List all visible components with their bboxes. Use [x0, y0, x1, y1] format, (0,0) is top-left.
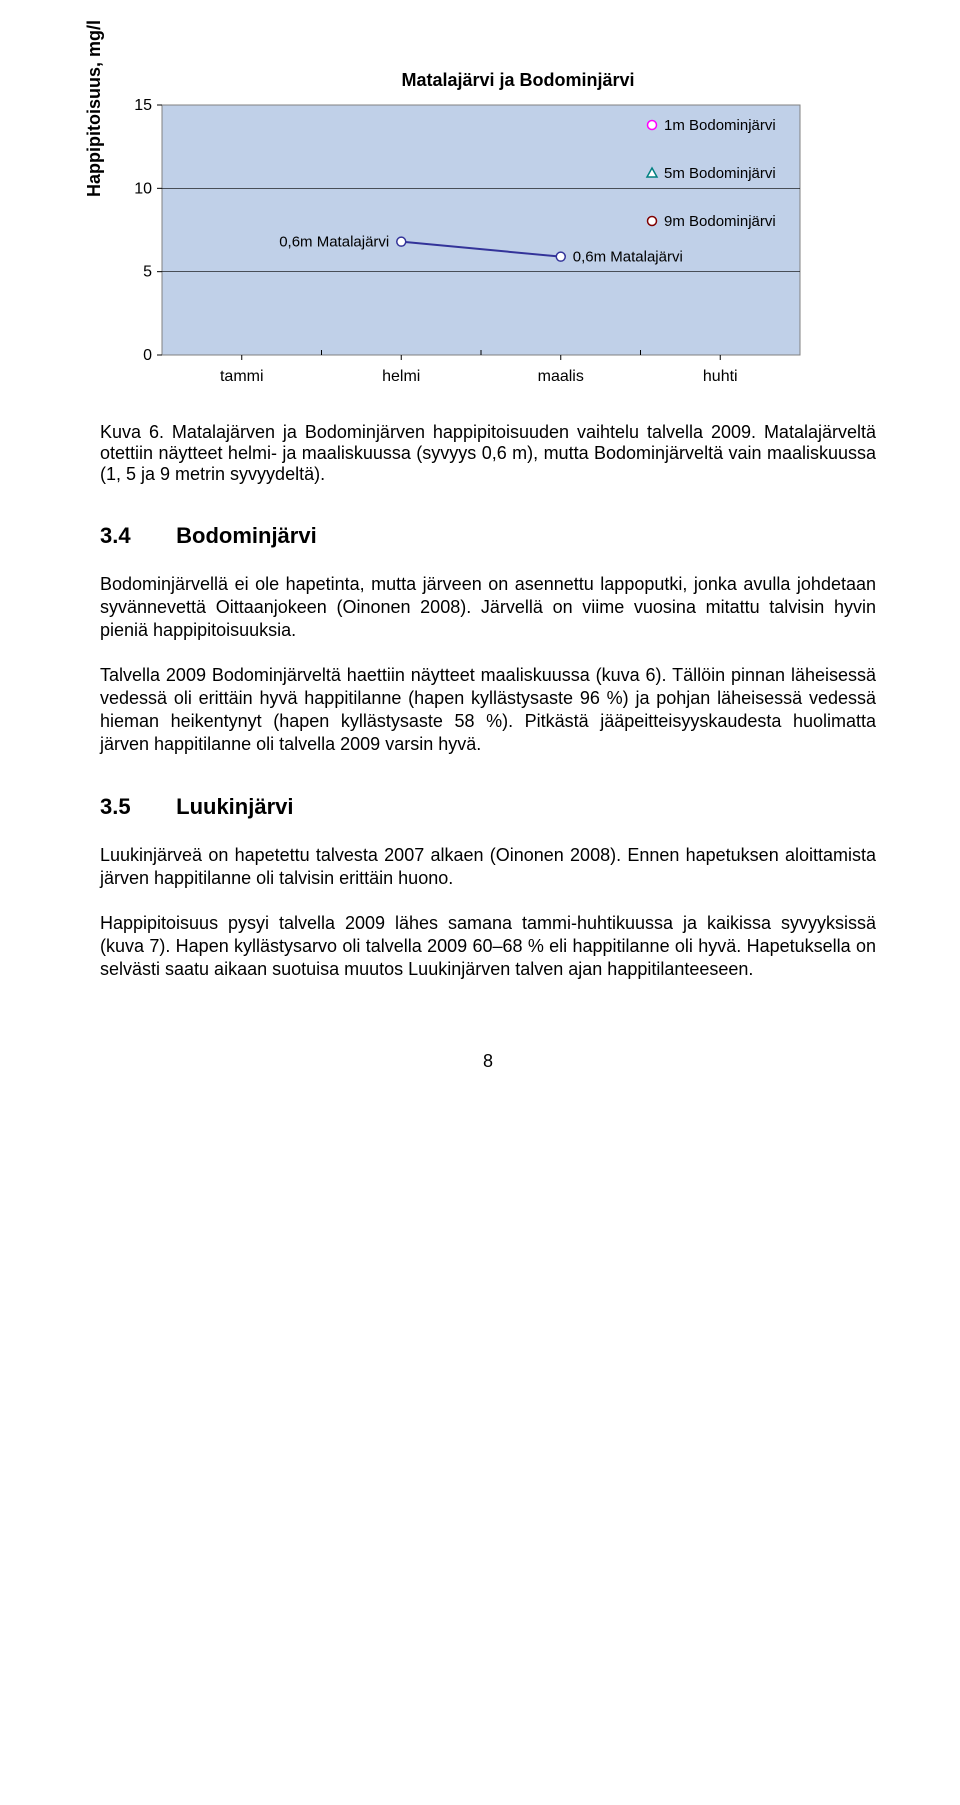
- chart-title: Matalajärvi ja Bodominjärvi: [160, 70, 876, 91]
- body-paragraph: Talvella 2009 Bodominjärveltä haettiin n…: [100, 664, 876, 756]
- svg-text:0,6m Matalajärvi: 0,6m Matalajärvi: [573, 249, 683, 266]
- section-number: 3.5: [100, 794, 170, 820]
- figure-caption: Kuva 6. Matalajärven ja Bodominjärven ha…: [100, 422, 876, 485]
- svg-text:0: 0: [143, 347, 152, 364]
- chart-container: Matalajärvi ja Bodominjärvi Happipitoisu…: [100, 70, 876, 402]
- section-heading-3-5: 3.5 Luukinjärvi: [100, 794, 876, 820]
- body-paragraph: Happipitoisuus pysyi talvella 2009 lähes…: [100, 912, 876, 981]
- svg-text:0,6m Matalajärvi: 0,6m Matalajärvi: [279, 234, 389, 251]
- svg-text:9m Bodominjärvi: 9m Bodominjärvi: [664, 213, 776, 230]
- body-paragraph: Luukinjärveä on hapetettu talvesta 2007 …: [100, 844, 876, 890]
- svg-text:1m Bodominjärvi: 1m Bodominjärvi: [664, 117, 776, 134]
- line-chart: 0 5 10 15 tammi helmi maalis huhti 1m Bodominjär…: [100, 97, 820, 397]
- section-title: Bodominjärvi: [176, 523, 317, 548]
- svg-text:5: 5: [143, 264, 152, 281]
- section-heading-3-4: 3.4 Bodominjärvi: [100, 523, 876, 549]
- page-number: 8: [100, 1051, 876, 1072]
- body-paragraph: Bodominjärvellä ei ole hapetinta, mutta …: [100, 573, 876, 642]
- chart-y-axis-label: Happipitoisuus, mg/l: [84, 20, 105, 197]
- svg-text:10: 10: [134, 180, 152, 197]
- svg-text:5m Bodominjärvi: 5m Bodominjärvi: [664, 165, 776, 182]
- svg-text:huhti: huhti: [703, 368, 738, 385]
- section-title: Luukinjärvi: [176, 794, 293, 819]
- svg-text:maalis: maalis: [538, 368, 584, 385]
- svg-text:tammi: tammi: [220, 368, 264, 385]
- section-number: 3.4: [100, 523, 170, 549]
- svg-text:15: 15: [134, 97, 152, 114]
- svg-text:helmi: helmi: [382, 368, 420, 385]
